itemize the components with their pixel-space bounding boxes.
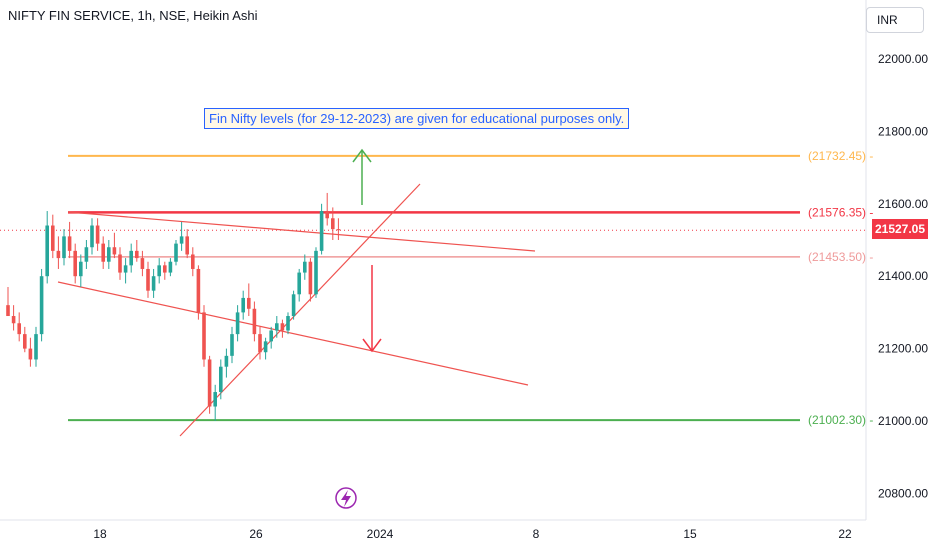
candle-body — [107, 247, 111, 262]
candle-body — [219, 366, 223, 393]
candle-body — [157, 265, 161, 277]
candle-body — [90, 225, 94, 248]
candle-body — [34, 334, 38, 360]
candle-body — [263, 341, 268, 353]
candle-body — [179, 236, 184, 244]
x-tick-label: 26 — [249, 527, 263, 541]
y-tick-label: 21400.00 — [878, 269, 928, 283]
y-tick-label: 21800.00 — [878, 124, 928, 138]
y-tick-label: 21600.00 — [878, 197, 928, 211]
candle-body — [235, 312, 240, 335]
candle-body — [174, 243, 178, 262]
candle-body — [79, 261, 83, 277]
y-tick-label: 21000.00 — [878, 414, 928, 428]
current-price-label: 21527.05 — [872, 219, 928, 239]
candle-body — [118, 254, 122, 273]
candle-body — [168, 261, 173, 273]
candle-body — [28, 348, 33, 360]
candle-body — [196, 268, 201, 313]
candle-body — [191, 254, 195, 269]
candle-body — [230, 334, 234, 356]
level-label: (21576.35) - — [808, 205, 873, 219]
x-tick-label: 8 — [533, 527, 540, 541]
candle-body — [95, 225, 100, 244]
candle-body — [135, 250, 139, 259]
x-tick-label: 2024 — [367, 527, 394, 541]
rising-trendline — [179, 183, 421, 437]
candle-body — [17, 323, 21, 335]
candle-body — [207, 359, 212, 407]
candle-body — [112, 247, 117, 255]
candle-body — [84, 247, 89, 262]
candle-body — [297, 272, 301, 295]
candle-body — [146, 268, 150, 291]
x-tick-label: 22 — [838, 527, 852, 541]
candle-body — [151, 276, 156, 291]
candle-body — [73, 250, 77, 277]
level-label: (21002.30) - — [808, 413, 873, 427]
lightning-bolt — [341, 490, 351, 507]
candle-body — [56, 250, 61, 259]
candle-body — [51, 225, 55, 251]
x-tick-label: 15 — [683, 527, 697, 541]
candle-body — [163, 265, 167, 273]
candle-body — [185, 236, 189, 255]
candle-body — [11, 316, 16, 324]
y-tick-label: 20800.00 — [878, 486, 928, 500]
chart-title: NIFTY FIN SERVICE, 1h, NSE, Heikin Ashi — [8, 8, 258, 23]
candle-body — [62, 236, 66, 259]
candle-body — [241, 297, 245, 313]
candle-body — [336, 229, 341, 231]
y-tick-label: 22000.00 — [878, 52, 928, 66]
candle-body — [286, 316, 290, 331]
candle-body — [247, 297, 251, 309]
down-arrow-head — [362, 338, 382, 353]
candle-body — [39, 276, 44, 335]
candle-body — [258, 334, 262, 353]
candle-body — [224, 355, 229, 367]
candle-body — [319, 211, 324, 251]
candle-body — [67, 236, 72, 251]
y-tick-label: 21200.00 — [878, 342, 928, 356]
candle-body — [331, 218, 335, 230]
candle-body — [45, 225, 49, 277]
candle-body — [303, 261, 307, 273]
level-label: (21732.45) - — [808, 149, 873, 163]
candle-body — [23, 334, 27, 349]
candle-body — [291, 294, 296, 317]
lower-channel-line — [57, 281, 529, 386]
candle-body — [325, 211, 329, 219]
candle-body — [314, 250, 318, 295]
candle-body — [101, 243, 105, 262]
annotation-note[interactable]: Fin Nifty levels (for 29-12-2023) are gi… — [204, 108, 630, 129]
candle-body — [123, 265, 128, 273]
candle-body — [213, 392, 217, 407]
level-label: (21453.50) - — [808, 250, 873, 264]
candle-body — [140, 258, 145, 269]
candle-body — [202, 312, 206, 360]
candle-body — [129, 250, 133, 266]
candle-body — [269, 330, 273, 342]
currency-selector[interactable]: INR — [866, 7, 924, 33]
x-tick-label: 18 — [93, 527, 107, 541]
candle-body — [6, 305, 10, 317]
candle-body — [308, 261, 313, 295]
upper-channel-line — [67, 211, 536, 252]
up-arrow-head — [352, 148, 372, 163]
candle-body — [275, 323, 279, 331]
candle-body — [280, 323, 285, 331]
candle-body — [252, 308, 257, 335]
